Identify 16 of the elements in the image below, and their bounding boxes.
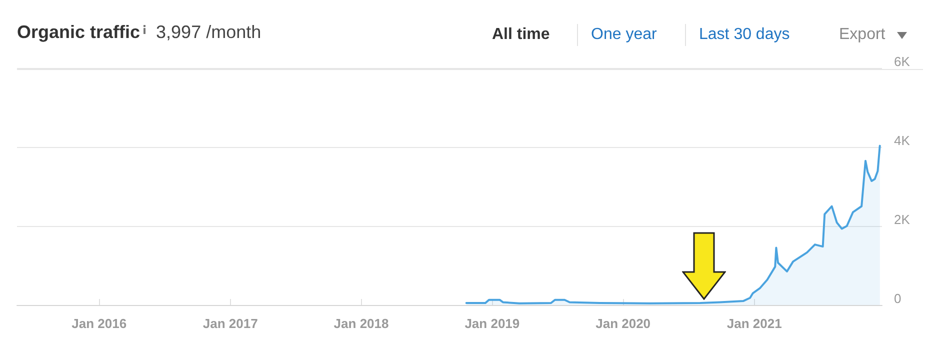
- text: All time: [492, 26, 550, 44]
- x-tick-label: Jan 2019: [464, 316, 520, 331]
- y-tick-label: 6K: [894, 54, 910, 69]
- chart-title: Organic traffic: [17, 22, 140, 43]
- x-tick-label: Jan 2021: [726, 316, 782, 331]
- x-tick-label: Jan 2016: [72, 316, 127, 331]
- text: One year: [591, 26, 657, 44]
- chart-subtitle: 3,997 /month: [156, 22, 262, 43]
- text: Export: [839, 26, 886, 44]
- x-tick-label: Jan 2018: [334, 316, 389, 331]
- text: Last 30 days: [699, 26, 790, 44]
- y-tick-label: 0: [894, 291, 902, 306]
- x-tick-label: Jan 2017: [202, 316, 258, 331]
- y-tick-label: 2K: [894, 212, 910, 227]
- x-tick-label: Jan 2020: [596, 316, 651, 331]
- y-tick-label: 4K: [894, 133, 910, 148]
